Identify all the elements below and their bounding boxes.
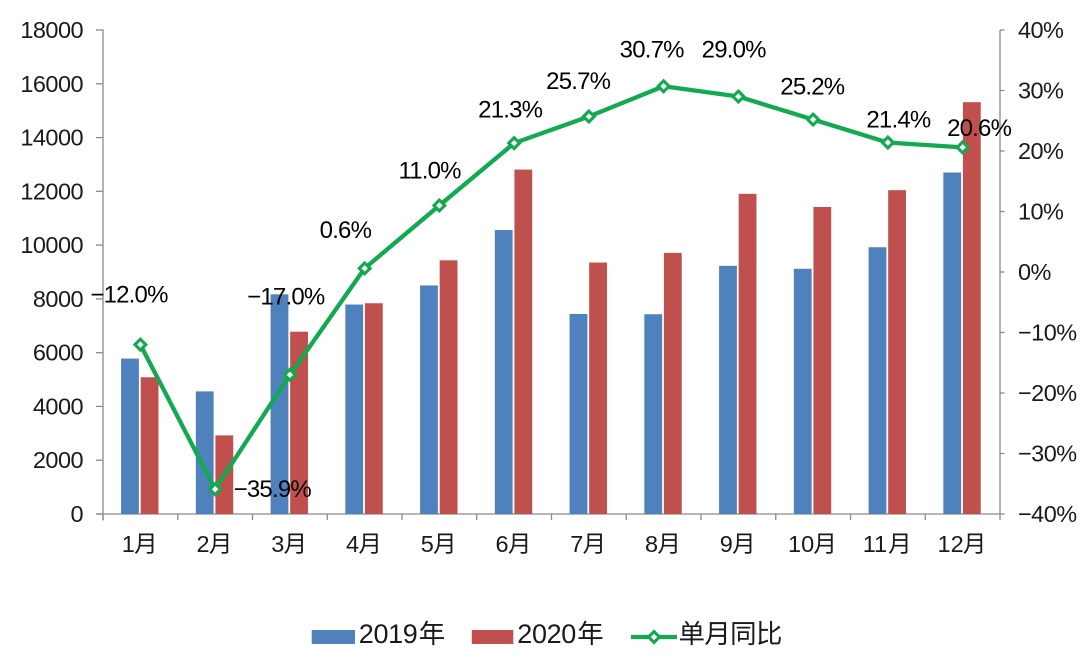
- svg-text:40%: 40%: [1018, 17, 1064, 43]
- svg-text:6: 6: [496, 531, 509, 557]
- svg-text:20.6%: 20.6%: [947, 115, 1012, 142]
- svg-text:6000: 6000: [33, 340, 84, 366]
- svg-text:25.2%: 25.2%: [780, 73, 845, 100]
- svg-text:10000: 10000: [20, 232, 83, 258]
- svg-text:21.4%: 21.4%: [866, 106, 931, 133]
- svg-text:29.0%: 29.0%: [702, 36, 767, 63]
- svg-text:11: 11: [863, 531, 887, 557]
- svg-text:30.7%: 30.7%: [620, 36, 685, 63]
- svg-text:21.3%: 21.3%: [478, 96, 543, 123]
- svg-text:8: 8: [645, 531, 658, 557]
- svg-text:−20%: −20%: [1018, 380, 1077, 406]
- svg-text:20%: 20%: [1018, 138, 1064, 164]
- svg-text:12: 12: [938, 531, 964, 557]
- svg-text:2020: 2020: [517, 619, 576, 649]
- svg-text:−10%: −10%: [1018, 320, 1077, 346]
- svg-text:−12.0%: −12.0%: [90, 282, 168, 309]
- svg-text:−17.0%: −17.0%: [247, 284, 325, 311]
- svg-text:14000: 14000: [20, 125, 83, 151]
- svg-text:−35.9%: −35.9%: [234, 476, 312, 503]
- svg-text:12000: 12000: [20, 178, 83, 204]
- svg-text:16000: 16000: [20, 71, 83, 97]
- svg-text:25.7%: 25.7%: [546, 68, 611, 95]
- svg-text:4: 4: [346, 531, 359, 557]
- svg-text:4000: 4000: [33, 393, 84, 419]
- svg-text:2000: 2000: [33, 447, 84, 473]
- svg-text:11.0%: 11.0%: [398, 157, 461, 184]
- svg-text:10: 10: [788, 531, 814, 557]
- svg-text:5: 5: [421, 531, 434, 557]
- svg-text:0.6%: 0.6%: [320, 217, 372, 244]
- svg-text:−30%: −30%: [1018, 441, 1077, 467]
- svg-text:0%: 0%: [1018, 259, 1052, 285]
- svg-text:2: 2: [197, 531, 210, 557]
- svg-text:8000: 8000: [33, 286, 84, 312]
- svg-text:7: 7: [570, 531, 583, 557]
- svg-text:18000: 18000: [20, 17, 83, 43]
- svg-text:10%: 10%: [1018, 199, 1064, 225]
- svg-text:1: 1: [122, 531, 135, 557]
- svg-text:3: 3: [271, 531, 284, 557]
- svg-text:0: 0: [70, 501, 83, 527]
- svg-text:−40%: −40%: [1018, 501, 1077, 527]
- svg-text:2019: 2019: [359, 619, 418, 649]
- svg-text:9: 9: [720, 531, 733, 557]
- svg-text:30%: 30%: [1018, 78, 1064, 104]
